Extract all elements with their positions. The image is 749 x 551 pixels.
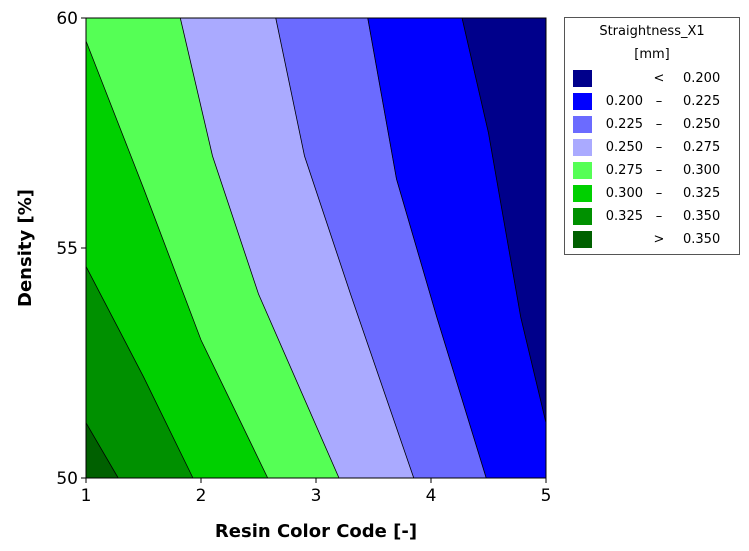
legend-hi-label: 0.225 xyxy=(683,94,721,109)
contour-regions xyxy=(85,17,547,479)
legend-hi-label: 0.350 xyxy=(683,209,721,224)
legend-op-label: – xyxy=(655,94,663,109)
contour-line-1 xyxy=(85,422,119,479)
x-tick-label: 3 xyxy=(311,486,322,506)
legend-hi-label: 0.350 xyxy=(683,232,721,247)
x-tick-label: 4 xyxy=(426,486,437,506)
x-tick-label: 1 xyxy=(81,486,92,506)
legend-hi-label: 0.250 xyxy=(683,117,721,132)
legend-op-label: – xyxy=(655,140,663,155)
contour-line-6 xyxy=(367,17,487,479)
contour-lines xyxy=(85,17,547,479)
legend-hi-label: 0.325 xyxy=(683,186,721,201)
legend-item: 0.200– 0.225 xyxy=(565,93,739,111)
legend-op-label: – xyxy=(655,163,663,178)
legend-swatch xyxy=(573,162,592,179)
legend-swatch xyxy=(573,231,592,248)
legend-op-label: > xyxy=(653,232,665,247)
legend-swatch xyxy=(573,93,592,110)
legend-item: 0.250– 0.275 xyxy=(565,139,739,157)
y-axis-title: Density [%] xyxy=(15,189,36,307)
legend-swatch xyxy=(573,208,592,225)
legend-lo-label: 0.275 xyxy=(605,163,643,178)
legend-hi-label: 0.200 xyxy=(683,71,721,86)
legend-op-label: < xyxy=(653,71,665,86)
contour-line-5 xyxy=(275,17,415,479)
legend-lo-label: 0.325 xyxy=(605,209,643,224)
legend-item: 0.325– 0.350 xyxy=(565,208,739,226)
y-tick-label: 55 xyxy=(56,239,78,259)
legend-swatch xyxy=(573,185,592,202)
legend-swatch xyxy=(573,70,592,87)
legend-op-label: – xyxy=(655,186,663,201)
legend-item: 0.275– 0.300 xyxy=(565,162,739,180)
legend-title: Straightness_X1 xyxy=(599,24,705,39)
contour-line-4 xyxy=(179,17,340,479)
contour-line-2 xyxy=(85,266,194,479)
x-tick-label: 5 xyxy=(541,486,552,506)
legend-item: 0.225– 0.250 xyxy=(565,116,739,134)
legend-item: <0.200 xyxy=(565,70,739,88)
legend-op-label: – xyxy=(655,209,663,224)
legend-lo-label: 0.225 xyxy=(605,117,643,132)
legend-op-label: – xyxy=(655,117,663,132)
legend: Straightness_X1 [mm] <0.200 0.200–0.225 0.… xyxy=(564,17,740,255)
y-tick-label: 50 xyxy=(56,469,78,489)
legend-item: 0.300– 0.325 xyxy=(565,185,739,203)
legend-unit: [mm] xyxy=(634,47,670,62)
legend-lo-label: 0.200 xyxy=(605,94,643,109)
contour-line-3 xyxy=(85,40,269,479)
legend-swatch xyxy=(573,139,592,156)
legend-item: >0.350 xyxy=(565,231,739,249)
x-axis-title: Resin Color Code [-] xyxy=(215,521,417,542)
x-tick-label: 2 xyxy=(196,486,207,506)
legend-lo-label: 0.300 xyxy=(605,186,643,201)
legend-lo-label: 0.250 xyxy=(605,140,643,155)
y-tick-label: 60 xyxy=(56,9,78,29)
legend-hi-label: 0.275 xyxy=(683,140,721,155)
legend-swatch xyxy=(573,116,592,133)
legend-hi-label: 0.300 xyxy=(683,163,721,178)
contour-line-7 xyxy=(461,17,547,423)
